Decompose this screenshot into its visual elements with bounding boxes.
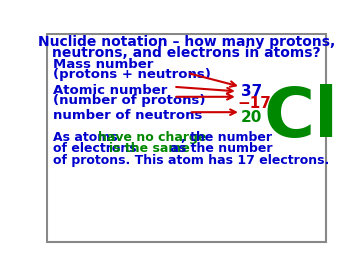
Text: 37: 37: [241, 84, 262, 99]
Text: as the number: as the number: [166, 142, 273, 155]
FancyBboxPatch shape: [47, 35, 326, 242]
Text: Mass number: Mass number: [53, 58, 154, 70]
Text: Cl: Cl: [264, 84, 339, 151]
Text: Nuclide notation – how many protons,: Nuclide notation – how many protons,: [38, 35, 335, 49]
Text: (number of protons): (number of protons): [53, 94, 206, 107]
Text: (protons + neutrons): (protons + neutrons): [53, 67, 211, 81]
Text: neutrons, and electrons in atoms?: neutrons, and electrons in atoms?: [52, 46, 321, 60]
Text: −17: −17: [238, 96, 272, 111]
Text: of electrons: of electrons: [53, 142, 141, 155]
Text: of protons. This atom has 17 electrons.: of protons. This atom has 17 electrons.: [53, 154, 329, 167]
Text: is the same: is the same: [109, 142, 190, 155]
Text: 20: 20: [241, 110, 262, 125]
Text: As atoms: As atoms: [53, 131, 122, 144]
Text: Atomic number: Atomic number: [53, 84, 168, 97]
Text: number of neutrons: number of neutrons: [53, 109, 203, 122]
Text: have no charge: have no charge: [98, 131, 207, 144]
Text: , the number: , the number: [181, 131, 272, 144]
